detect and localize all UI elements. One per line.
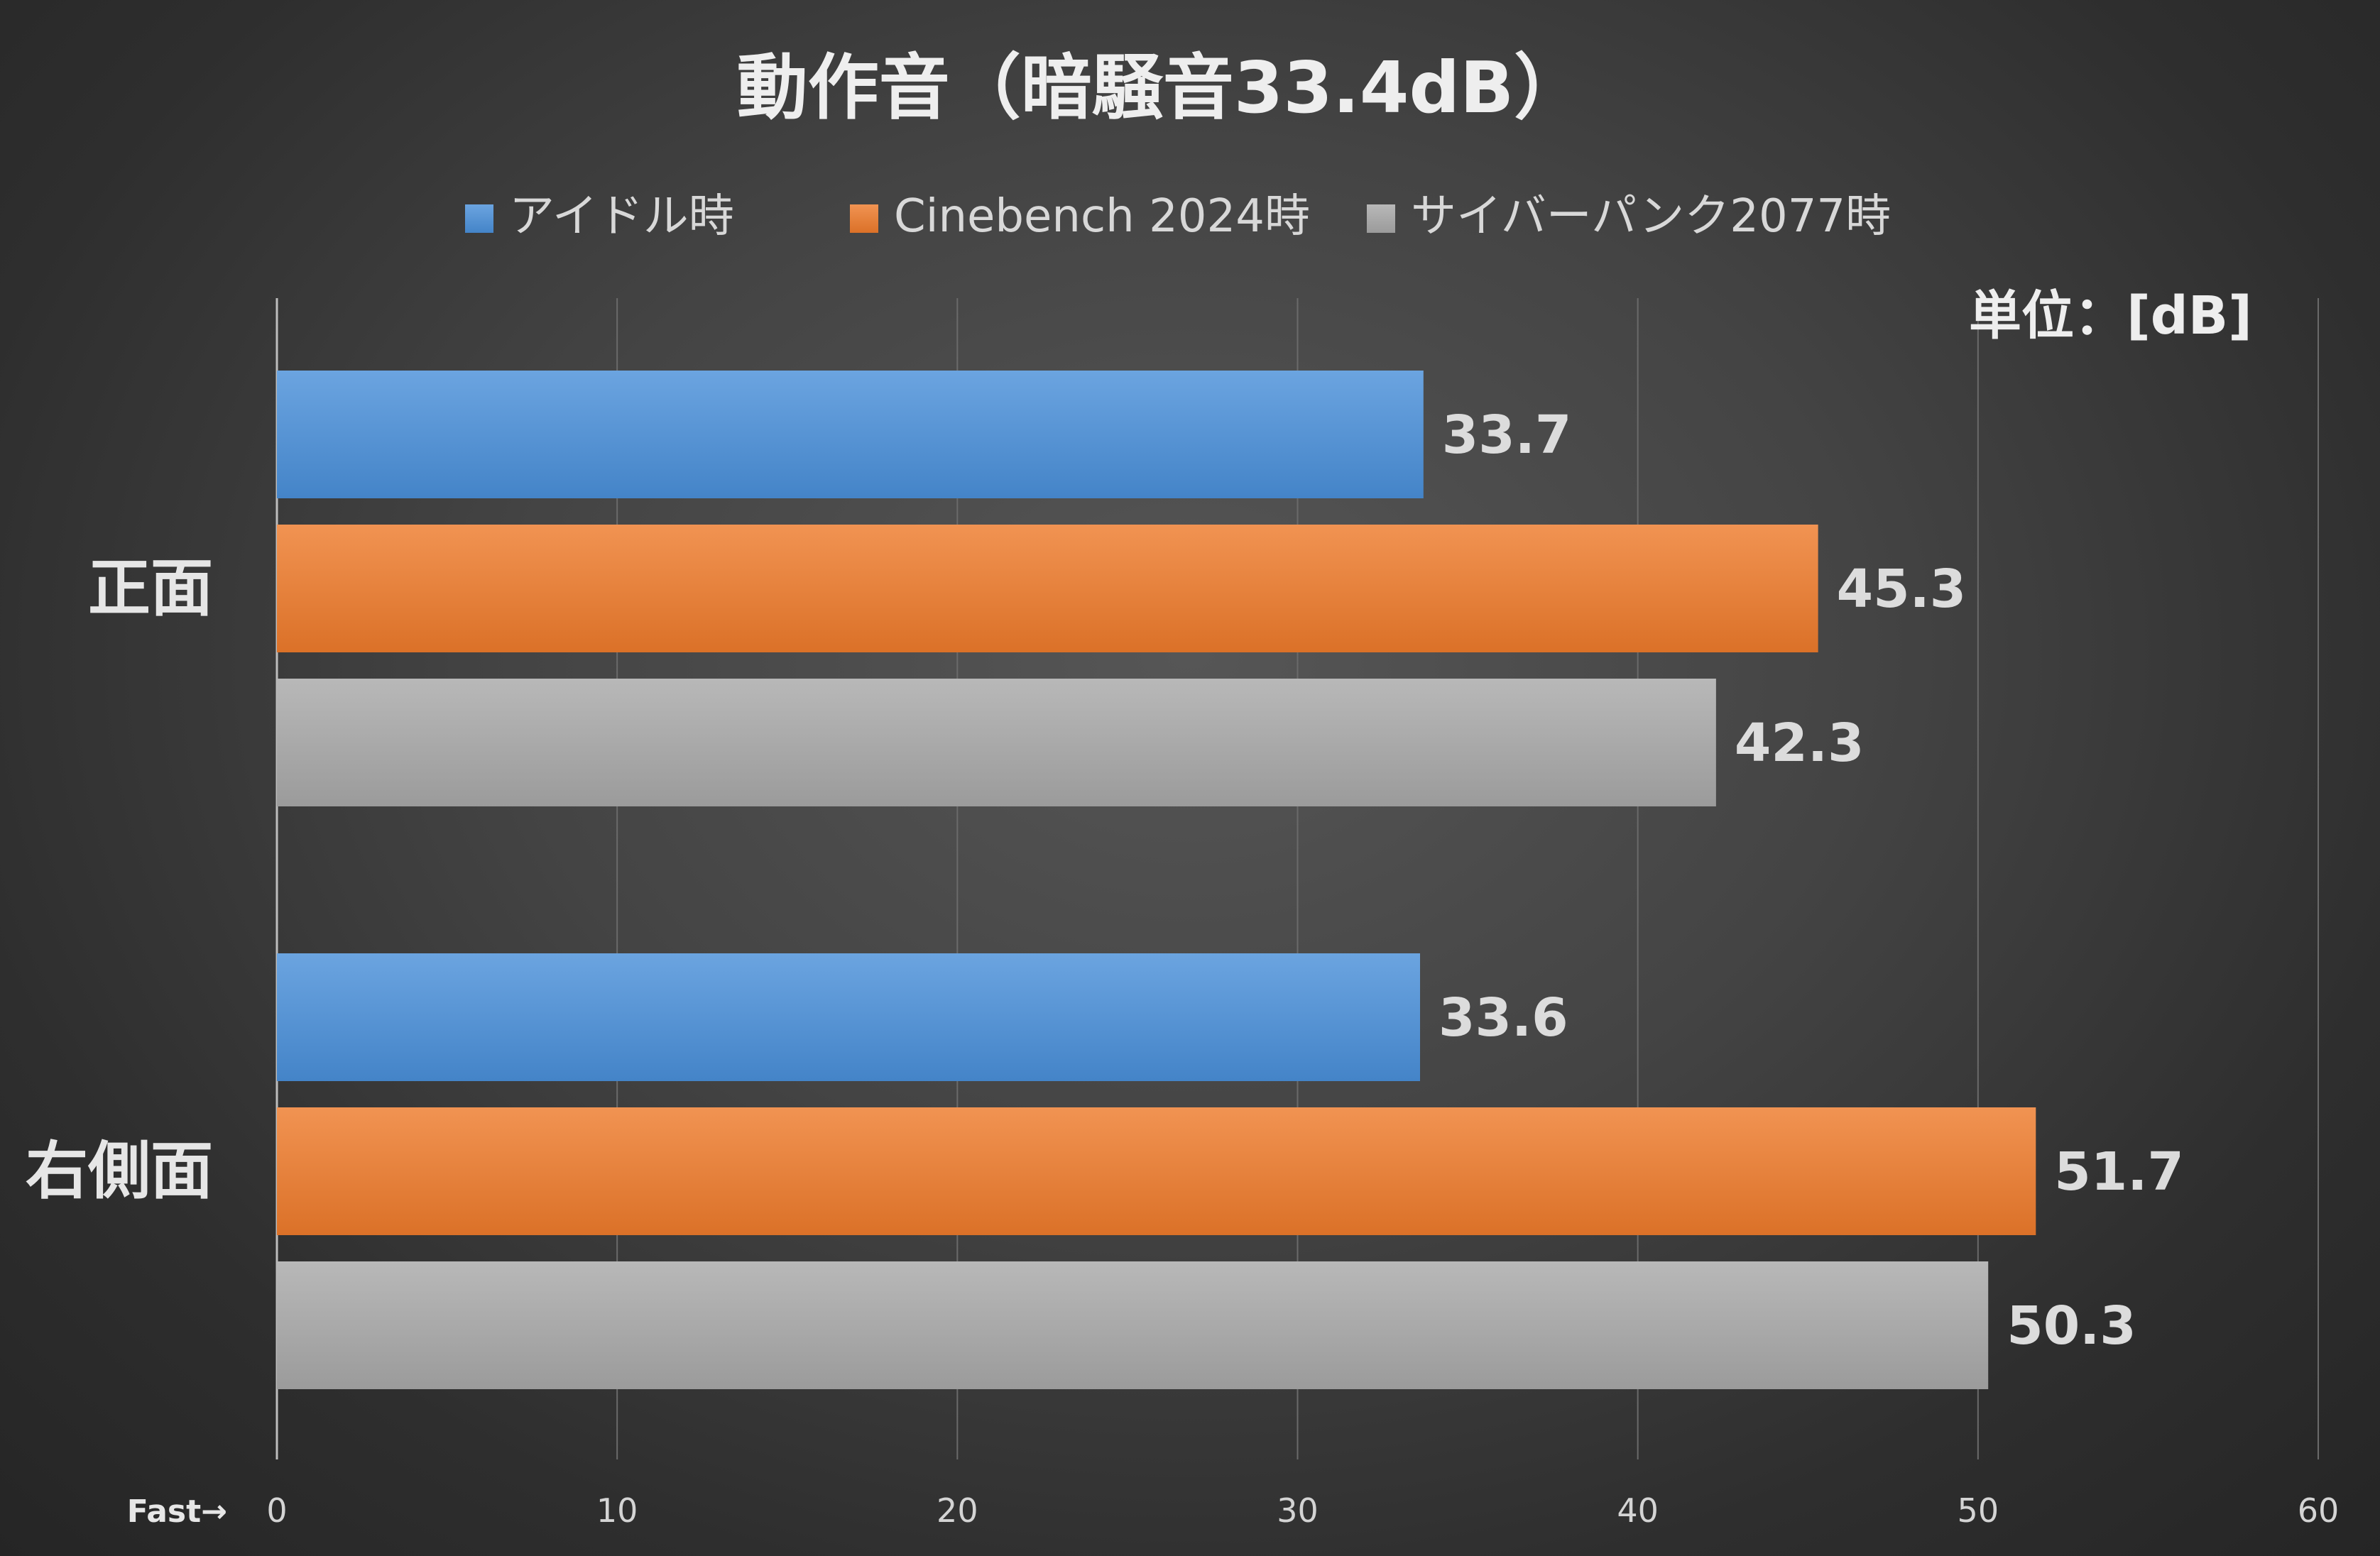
x-tick-label-50: 50: [1958, 1491, 1999, 1530]
legend-swatch-0: [465, 204, 493, 233]
x-tick-label-20: 20: [937, 1491, 978, 1530]
legend-label-1: Cinebench 2024時: [894, 190, 1310, 243]
bar-0-1: [277, 525, 1818, 652]
x-tick-label-60: 60: [2298, 1491, 2340, 1530]
chart-text: 33.7 45.3 42.3 正面 33.6 51.7 50.3 右側面 0 10 20 30 40 50…: [26, 46, 2339, 1530]
x-tick-label-40: 40: [1617, 1491, 1659, 1530]
bar-1-2: [277, 1261, 1989, 1389]
axis-note: Fast→: [127, 1494, 227, 1530]
category-label-1: 右側面: [26, 1134, 213, 1207]
x-tick-label-10: 10: [596, 1491, 638, 1530]
chart-title: 動作音（暗騒音33.4dB）: [737, 46, 1585, 129]
bars: [277, 371, 2036, 1389]
bar-1-1: [277, 1107, 2036, 1235]
bar-0-0: [277, 371, 1424, 498]
x-tick-label-30: 30: [1277, 1491, 1319, 1530]
unit-label: 単位：[dB]: [1969, 285, 2252, 346]
legend-label-2: サイバーパンク2077時: [1411, 190, 1891, 243]
category-label-0: 正面: [88, 552, 213, 625]
data-label-0-2: 42.3: [1735, 713, 1865, 774]
data-label-0-0: 33.7: [1442, 405, 1572, 466]
data-label-1-0: 33.6: [1439, 987, 1568, 1048]
x-tick-label-0: 0: [266, 1491, 287, 1530]
legend-swatch-1: [850, 204, 878, 233]
legend-swatch-2: [1367, 204, 1395, 233]
bar-0-2: [277, 679, 1716, 806]
bar-1-0: [277, 953, 1420, 1081]
data-label-0-1: 45.3: [1837, 559, 1967, 620]
legend-label-0: アイドル時: [509, 190, 734, 243]
data-label-1-1: 51.7: [2054, 1141, 2184, 1202]
data-label-1-2: 50.3: [2007, 1295, 2136, 1357]
